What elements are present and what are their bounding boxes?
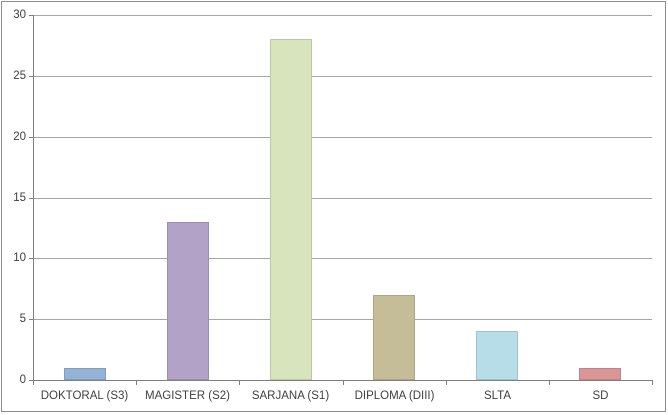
y-tick-label-10: 10 [13,252,26,264]
y-tick-20 [29,137,33,138]
y-tick-label-0: 0 [19,374,26,386]
x-category-label-4: DIPLOMA (DIII) [354,390,435,402]
bar-sd [579,368,621,380]
y-tick-0 [29,380,33,381]
bar-magister-s2 [167,222,209,380]
y-tick-5 [29,319,33,320]
y-tick-10 [29,258,33,259]
bar-diploma-diii [373,295,415,380]
x-tick-3 [343,380,344,385]
x-category-label-6: SD [592,390,609,402]
y-tick-label-25: 25 [13,70,26,82]
x-tick-0 [33,380,34,385]
x-category-label-5: SLTA [483,390,512,402]
bar-doktoral-s3 [64,368,106,380]
gridline-25 [33,76,652,77]
x-tick-6 [652,380,653,385]
y-tick-label-20: 20 [13,131,26,143]
x-category-label-2: MAGISTER (S2) [145,390,230,402]
y-tick-label-30: 30 [13,9,26,21]
gridline-20 [33,137,652,138]
y-tick-30 [29,15,33,16]
x-category-label-3: SARJANA (S1) [251,390,330,402]
bar-sarjana-s1 [270,39,312,380]
x-tick-5 [549,380,550,385]
x-tick-4 [446,380,447,385]
gridline-30 [33,15,652,16]
y-tick-15 [29,198,33,199]
y-tick-25 [29,76,33,77]
bar-slta [476,331,518,380]
y-tick-label-5: 5 [19,313,26,325]
x-tick-1 [136,380,137,385]
gridline-10 [33,258,652,259]
gridline-15 [33,198,652,199]
y-axis-line [33,15,34,381]
gridline-5 [33,319,652,320]
y-tick-label-15: 15 [13,192,26,204]
x-category-label-1: DOKTORAL (S3) [40,390,129,402]
x-tick-2 [239,380,240,385]
